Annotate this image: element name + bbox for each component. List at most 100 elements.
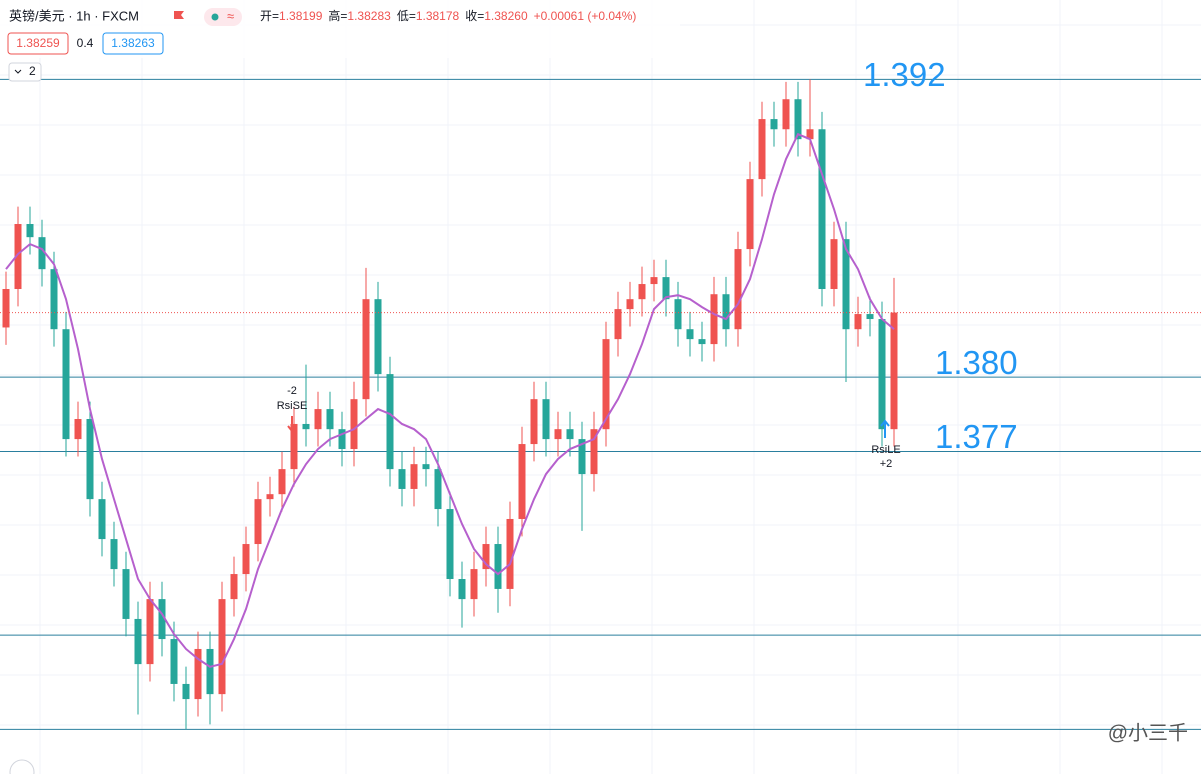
candle-body xyxy=(746,179,754,250)
bid-box[interactable] xyxy=(7,32,69,55)
candle-body xyxy=(506,518,514,589)
candle-body xyxy=(122,569,130,619)
ask: 1.38263 xyxy=(111,36,155,50)
candle-body xyxy=(326,409,334,430)
candle-body xyxy=(578,439,586,475)
flag-icon[interactable] xyxy=(174,11,184,19)
status-icon: ≈ xyxy=(227,8,234,23)
candle-body xyxy=(158,599,166,640)
signal-arrow xyxy=(880,419,890,438)
candle-body xyxy=(278,469,286,495)
candle-body xyxy=(362,299,370,400)
candle-body xyxy=(650,277,658,285)
candle-body xyxy=(266,494,274,500)
candle-body xyxy=(374,299,382,375)
signal-arrow xyxy=(287,416,297,433)
candle-body xyxy=(398,469,406,489)
candle-body xyxy=(194,648,202,700)
candle-body xyxy=(722,294,730,330)
signal-qty: +2 xyxy=(880,458,893,470)
collapse-button[interactable] xyxy=(8,62,42,82)
candle-body xyxy=(854,314,862,330)
candle-body xyxy=(710,294,718,345)
candle-body xyxy=(590,429,598,475)
candle-body xyxy=(890,312,898,430)
candle-body xyxy=(146,599,154,665)
ask-box[interactable] xyxy=(102,32,164,55)
candle-body xyxy=(230,574,238,600)
candle-body xyxy=(14,224,22,290)
candle-body xyxy=(2,289,10,328)
candle-body xyxy=(614,309,622,340)
candle-body xyxy=(74,419,82,440)
spread: 0.4 xyxy=(77,36,94,50)
candle-body xyxy=(350,399,358,450)
candle-body xyxy=(422,464,430,470)
candle-body xyxy=(206,648,214,695)
candle-body xyxy=(638,284,646,300)
sell-signal: -2 RsiSE xyxy=(277,385,308,433)
candle-body xyxy=(674,299,682,330)
candle-body xyxy=(218,599,226,695)
level-label: 1.377 xyxy=(935,418,1018,455)
candle-body xyxy=(170,639,178,684)
candle-body xyxy=(830,239,838,290)
candle-body xyxy=(458,579,466,600)
candle-body xyxy=(794,99,802,140)
candle-body xyxy=(242,544,250,575)
candle-body xyxy=(566,429,574,440)
candle-body xyxy=(818,129,826,290)
candle-body xyxy=(386,374,394,470)
ohlc-value: 1.38283 xyxy=(347,9,391,23)
corner-button[interactable] xyxy=(9,759,35,774)
candle-body xyxy=(110,539,118,570)
candle-body xyxy=(734,249,742,330)
ohlc-value: 1.38260 xyxy=(484,9,528,23)
ohlc-label: 高= xyxy=(328,8,347,23)
candle-body xyxy=(530,399,538,445)
candle-body xyxy=(842,239,850,330)
candle-body xyxy=(782,99,790,130)
ohlc-label: 开= xyxy=(260,9,279,23)
candle-body xyxy=(338,429,346,450)
level-label: 1.380 xyxy=(935,344,1018,381)
candle-body xyxy=(290,423,298,470)
status-badge[interactable] xyxy=(204,8,242,26)
candle-body xyxy=(542,399,550,440)
candle-body xyxy=(626,299,634,310)
candle-body xyxy=(182,683,190,700)
candle-body xyxy=(314,409,322,430)
candle-body xyxy=(254,499,262,545)
candle-body xyxy=(662,277,670,300)
candle-body xyxy=(470,569,478,600)
chevron xyxy=(14,69,22,74)
candle-body xyxy=(410,464,418,489)
bid: 1.38259 xyxy=(16,36,60,50)
candle-body xyxy=(878,319,886,430)
ohlc-value: 1.38199 xyxy=(279,9,323,23)
candle-body xyxy=(806,129,814,140)
status-dot xyxy=(211,13,219,21)
symbol[interactable]: 英镑/美元 · 1h · FXCM xyxy=(9,8,139,23)
candle-body xyxy=(62,329,70,440)
candle-body xyxy=(446,509,454,580)
moving-average xyxy=(5,132,895,668)
candle-body xyxy=(50,269,58,330)
candle-body xyxy=(86,419,94,500)
signal-label: RsiSE xyxy=(277,400,308,412)
candle-body xyxy=(686,329,694,340)
candle-body xyxy=(866,314,874,320)
candle-body xyxy=(134,618,142,665)
candle-body xyxy=(770,119,778,130)
ohlc-value: 1.38178 xyxy=(416,9,460,23)
ohlc-label: 收= xyxy=(465,9,484,23)
candle-body xyxy=(602,339,610,430)
candle-body xyxy=(482,544,490,570)
candle-body xyxy=(698,339,706,345)
candle-body xyxy=(758,119,766,180)
candle-body xyxy=(494,544,502,589)
candle-body xyxy=(302,423,310,430)
